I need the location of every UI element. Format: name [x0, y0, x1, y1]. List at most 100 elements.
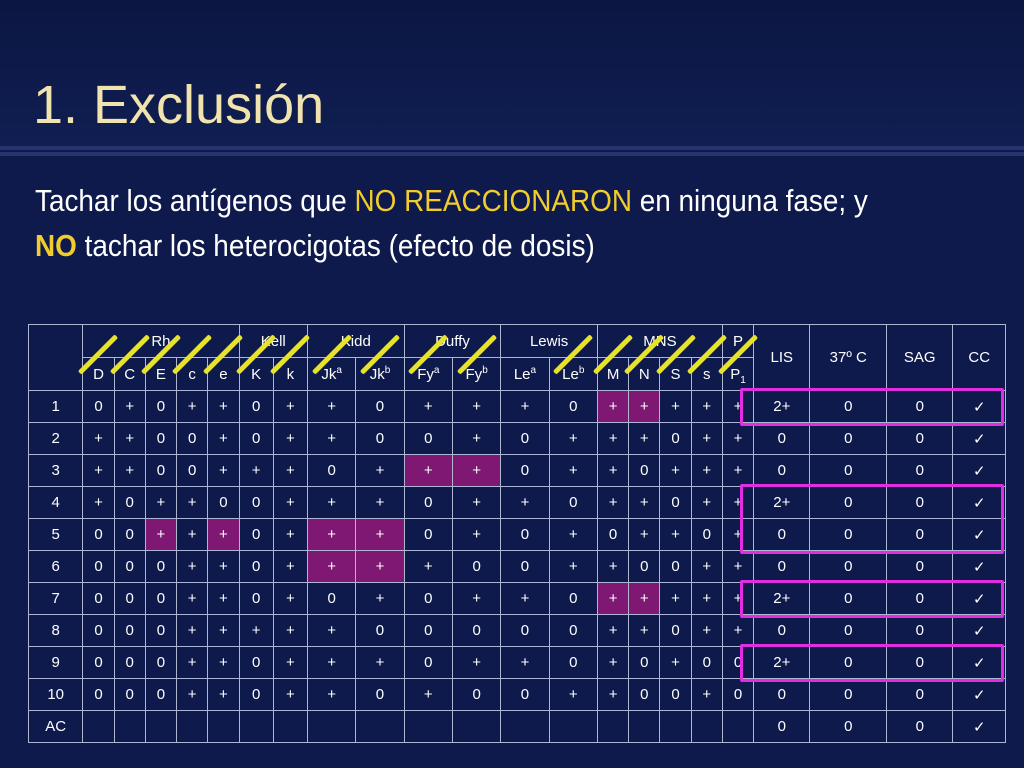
phase-result: ✓	[952, 518, 1006, 551]
antigen-value: +	[596, 550, 630, 583]
cell-number: 9	[27, 646, 84, 679]
antigen-value: +	[272, 550, 308, 583]
antigen-value: 0	[500, 518, 550, 551]
phase-result: 0	[753, 710, 811, 743]
phase-result: ✓	[952, 454, 1006, 487]
table-row: 7 0 0 0 + +0 +0 +0 + +0 + + + + +2+ 0 0 ✓	[27, 582, 1006, 615]
antigen-value: +	[500, 646, 550, 679]
antigen-value: 0	[113, 678, 146, 711]
phase-result: 0	[753, 678, 811, 711]
antigen-value: 0	[238, 646, 274, 679]
antigen-value: 0	[500, 614, 550, 647]
phase-result: 0	[886, 678, 954, 711]
antigen-value: +	[628, 422, 661, 455]
antigen-value: +	[721, 486, 755, 519]
antigen-value: 0	[82, 678, 115, 711]
antigen-value: 0	[113, 582, 146, 615]
antigen-name: M	[606, 365, 620, 383]
antigen-value: 0	[144, 582, 178, 615]
reactive-highlight-box	[739, 483, 1004, 554]
antigen-value: 0	[628, 550, 661, 583]
instruction-text: Tachar los antígenos que NO REACCIONARON…	[35, 178, 899, 268]
antigen-value: +	[306, 614, 357, 647]
empty-cell	[628, 710, 661, 743]
antigen-value: 0	[690, 518, 723, 551]
antigen-superscript: a	[530, 364, 537, 376]
phase-result: 0	[886, 454, 954, 487]
antigen-value: +	[548, 678, 598, 711]
antigen-value: +	[176, 518, 209, 551]
antigen-value: +	[690, 678, 723, 711]
phase-result: 0	[809, 582, 888, 615]
antigen-value: +	[500, 486, 550, 519]
antigen-value: +	[596, 582, 630, 615]
cell-number: 3	[27, 454, 84, 487]
antigen-value: 0	[238, 422, 274, 455]
antigen-value: +	[306, 422, 357, 455]
antigen-value: +	[690, 422, 723, 455]
cell-number: 10	[27, 678, 84, 711]
antigen-value: 0	[82, 614, 115, 647]
antigen-value: 0	[82, 518, 115, 551]
antigen-value: +	[113, 390, 146, 423]
antigen-value: 0	[721, 646, 755, 679]
phase-result: 0	[886, 582, 954, 615]
antigen-value: +	[272, 454, 308, 487]
phase-result: 0	[753, 454, 811, 487]
antigen-value: 0	[403, 422, 453, 455]
phase-result: 0	[809, 550, 888, 583]
antigen-value: +	[659, 582, 692, 615]
antigen-superscript: b	[384, 364, 391, 376]
antigen-superscript: b	[578, 364, 585, 376]
phase-result: 2+	[753, 582, 811, 615]
antigen-value: +	[306, 486, 357, 519]
phase-result: 0	[886, 646, 954, 679]
slide-title: 1. Exclusión	[33, 75, 325, 135]
antigen-value: +	[403, 550, 453, 583]
antigen-value: +	[403, 678, 453, 711]
empty-cell	[238, 710, 274, 743]
antigen-value: 0	[403, 486, 453, 519]
empty-cell	[403, 710, 453, 743]
phase-result: 2+	[753, 390, 811, 423]
antigen-value: +	[721, 390, 755, 423]
antigen-name: Jk	[369, 365, 385, 383]
antigen-value: +	[272, 582, 308, 615]
antigen-value: 0	[721, 678, 755, 711]
antigen-value: 0	[144, 550, 178, 583]
antigen-value: +	[596, 614, 630, 647]
antigen-name: Le	[513, 365, 531, 383]
antigen-value: +	[207, 422, 240, 455]
phase-result: 0	[886, 390, 954, 423]
antigen-value: +	[628, 486, 661, 519]
phase-result: 0	[809, 614, 888, 647]
antigen-value: +	[721, 518, 755, 551]
antigen-value: +	[176, 678, 209, 711]
antigen-value: 0	[659, 614, 692, 647]
empty-cell	[113, 710, 146, 743]
antigen-value: +	[113, 422, 146, 455]
antigen-value: 0	[144, 454, 178, 487]
autocontrol-row: AC 0 0 0 ✓	[27, 710, 1006, 743]
divider-line	[0, 146, 1024, 150]
antigen-value: +	[628, 390, 661, 423]
antigen-value: +	[82, 454, 115, 487]
antigen-value: +	[207, 582, 240, 615]
antigen-value: +	[690, 550, 723, 583]
antigen-value: +	[628, 614, 661, 647]
phase-result: 0	[809, 710, 888, 743]
antigen-value: 0	[548, 486, 598, 519]
antigen-value: +	[306, 646, 357, 679]
antigen-value: 0	[144, 646, 178, 679]
antigen-value: 0	[113, 486, 146, 519]
phase-result: ✓	[952, 614, 1006, 647]
blood-group-header: Kell	[238, 324, 308, 358]
antigen-value: 0	[500, 454, 550, 487]
antigen-value: +	[596, 390, 630, 423]
antigen-value: 0	[596, 518, 630, 551]
antigen-value: +	[690, 582, 723, 615]
antigen-value: +	[659, 518, 692, 551]
phase-result: 0	[886, 550, 954, 583]
